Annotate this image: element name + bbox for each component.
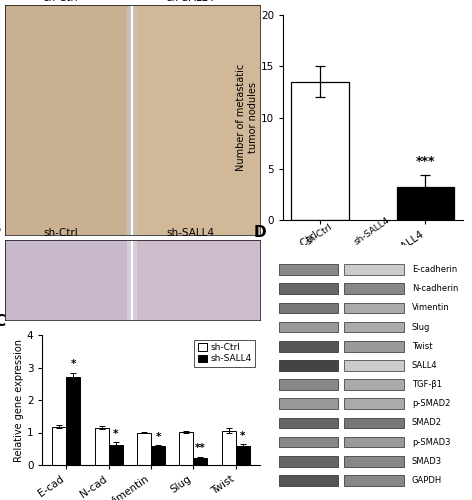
- Bar: [345, 456, 404, 466]
- Text: Slug: Slug: [412, 322, 430, 332]
- Bar: [151, 446, 165, 465]
- Bar: [345, 475, 404, 486]
- Y-axis label: Relative gene expression: Relative gene expression: [14, 338, 24, 462]
- Bar: [279, 380, 338, 390]
- Text: p-SMAD3: p-SMAD3: [412, 438, 450, 446]
- Text: TGF-β1: TGF-β1: [412, 380, 442, 389]
- Text: SALL4: SALL4: [412, 361, 438, 370]
- Text: **: **: [195, 444, 206, 454]
- Bar: [345, 322, 404, 332]
- Bar: [345, 380, 404, 390]
- Text: Vimentin: Vimentin: [412, 304, 449, 312]
- Bar: [345, 418, 404, 428]
- Bar: [279, 341, 338, 351]
- Bar: [137, 240, 260, 320]
- Text: sh-Ctrl: sh-Ctrl: [305, 222, 334, 246]
- Bar: [5, 5, 127, 235]
- Bar: [279, 418, 338, 428]
- Bar: [179, 432, 194, 465]
- Text: SMAD2: SMAD2: [412, 418, 442, 428]
- Text: sh-Ctrl: sh-Ctrl: [43, 228, 78, 237]
- Text: p-SMAD2: p-SMAD2: [412, 399, 450, 408]
- Text: C: C: [0, 314, 6, 328]
- Text: N-cadherin: N-cadherin: [412, 284, 458, 293]
- Text: GAPDH: GAPDH: [412, 476, 442, 485]
- Bar: [5, 240, 127, 320]
- Bar: [236, 446, 250, 465]
- Bar: [279, 302, 338, 313]
- Text: sh-SALL4: sh-SALL4: [167, 228, 215, 237]
- Bar: [345, 398, 404, 409]
- Bar: [52, 426, 67, 465]
- Bar: [291, 82, 349, 220]
- Bar: [109, 444, 123, 465]
- Bar: [67, 377, 80, 465]
- Text: *: *: [113, 429, 118, 439]
- Text: *: *: [240, 430, 245, 440]
- Text: E-cadherin: E-cadherin: [412, 265, 457, 274]
- Bar: [345, 302, 404, 313]
- Bar: [279, 475, 338, 486]
- Bar: [95, 428, 109, 465]
- Bar: [345, 437, 404, 448]
- Bar: [396, 187, 455, 220]
- Bar: [137, 5, 260, 235]
- Legend: sh-Ctrl, sh-SALL4: sh-Ctrl, sh-SALL4: [194, 340, 255, 367]
- Text: ***: ***: [416, 154, 435, 168]
- Bar: [194, 458, 207, 465]
- Text: B: B: [0, 221, 1, 236]
- Bar: [279, 437, 338, 448]
- Y-axis label: Number of metastatic
tumor nodules: Number of metastatic tumor nodules: [236, 64, 258, 171]
- Bar: [222, 431, 236, 465]
- Text: sh-Ctrl: sh-Ctrl: [43, 0, 78, 2]
- Text: sh-SALL4: sh-SALL4: [167, 0, 215, 2]
- Bar: [279, 398, 338, 409]
- Text: Twist: Twist: [412, 342, 432, 351]
- Bar: [345, 360, 404, 370]
- Bar: [279, 456, 338, 466]
- Bar: [345, 341, 404, 351]
- Bar: [345, 264, 404, 275]
- Text: D: D: [253, 225, 266, 240]
- Text: sh-SALL4: sh-SALL4: [352, 215, 391, 246]
- Bar: [279, 264, 338, 275]
- Bar: [279, 322, 338, 332]
- Text: *: *: [155, 432, 161, 442]
- Text: SMAD3: SMAD3: [412, 457, 442, 466]
- Bar: [137, 432, 151, 465]
- Bar: [345, 284, 404, 294]
- Bar: [279, 284, 338, 294]
- Bar: [279, 360, 338, 370]
- Text: *: *: [71, 360, 76, 370]
